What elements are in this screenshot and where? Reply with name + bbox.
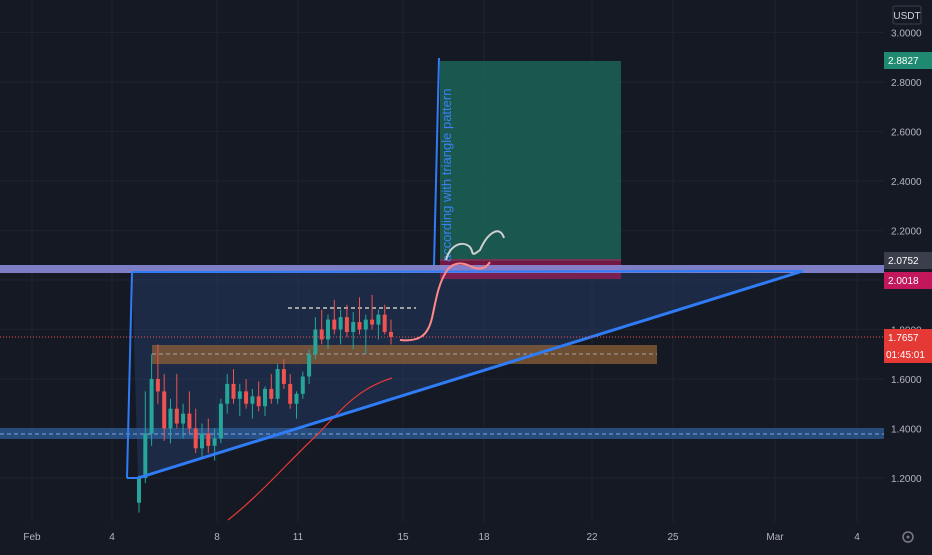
- candle-body: [326, 319, 330, 340]
- target-price-badge: [884, 52, 932, 69]
- level-lower-badge: [884, 272, 932, 289]
- triangle-left-line[interactable]: [126, 271, 133, 479]
- candle-body: [162, 391, 167, 429]
- resistance-band[interactable]: [0, 265, 884, 273]
- x-tick-label: 8: [214, 532, 220, 543]
- candle-body: [237, 391, 242, 399]
- candle-body: [307, 354, 312, 377]
- candle-body: [319, 329, 324, 340]
- projection-squiggle: [445, 230, 505, 261]
- candle-body: [338, 317, 343, 330]
- settings-icon[interactable]: [902, 531, 914, 543]
- y-tick-label: 2.6000: [891, 128, 922, 139]
- currency-label: USDT: [893, 11, 920, 22]
- time-axis[interactable]: [0, 522, 884, 550]
- candle-body: [200, 433, 204, 449]
- moving-average-line: [227, 377, 393, 521]
- triangle-top-line[interactable]: [131, 270, 804, 273]
- candle-body: [244, 391, 249, 404]
- candle-body: [389, 331, 393, 337]
- candle-body: [376, 314, 381, 325]
- candle-body: [187, 413, 192, 429]
- last-price-label: 1.7657: [888, 333, 919, 344]
- candle-body: [225, 383, 230, 404]
- y-tick-label: 3.0000: [891, 29, 922, 40]
- candle-body: [300, 376, 305, 394]
- x-tick-label: 4: [854, 532, 860, 543]
- y-tick-label: 1.2000: [891, 474, 922, 485]
- candle-body: [174, 408, 179, 424]
- x-tick-label: 22: [586, 532, 598, 543]
- x-tick-label: 25: [667, 532, 679, 543]
- x-tick-label: 4: [109, 532, 115, 543]
- candle-body: [155, 379, 160, 392]
- candle-body: [181, 413, 186, 424]
- candles: [137, 294, 393, 513]
- candle-body: [294, 393, 299, 404]
- x-tick-label: 15: [397, 532, 409, 543]
- candle-body: [212, 438, 217, 446]
- ascending-trendline[interactable]: [137, 269, 804, 480]
- candle-body: [250, 396, 255, 404]
- x-tick-label: Mar: [766, 532, 784, 543]
- y-tick-label: 1.4000: [891, 425, 922, 436]
- target-price-label: 2.8827: [888, 56, 919, 67]
- candle-body: [218, 403, 223, 439]
- candle-body: [256, 396, 261, 407]
- candle-body: [193, 428, 198, 449]
- candle-body: [143, 433, 148, 478]
- candle-body: [275, 369, 280, 399]
- target-zone[interactable]: [440, 61, 621, 261]
- pattern-annotation: according with triangle pattern: [439, 89, 454, 262]
- candle-body: [168, 408, 173, 429]
- candle-body: [231, 383, 236, 399]
- candle-body: [281, 369, 286, 384]
- candle-body: [263, 388, 267, 407]
- y-tick-label: 2.8000: [891, 78, 922, 89]
- candle-body: [370, 319, 375, 325]
- candle-body: [313, 329, 318, 355]
- candle-body: [357, 322, 362, 330]
- candle-body: [206, 433, 211, 446]
- currency-box[interactable]: [892, 5, 922, 25]
- x-tick-label: Feb: [23, 532, 41, 543]
- x-tick-label: 11: [293, 532, 304, 543]
- level-upper-label: 2.0752: [888, 256, 919, 267]
- candle-body: [149, 379, 154, 434]
- x-tick-label: 18: [478, 532, 490, 543]
- candle-body: [363, 319, 368, 330]
- candle-body: [351, 322, 356, 332]
- y-tick-label: 1.6000: [891, 375, 922, 386]
- candle-body: [288, 383, 293, 404]
- candle-body: [382, 314, 387, 332]
- countdown-label: 01:45:01: [886, 350, 925, 361]
- projection-vertical-line[interactable]: [433, 57, 440, 266]
- candle-body: [137, 478, 141, 503]
- candle-body: [344, 317, 349, 332]
- x-axis-ticks: Feb 4 8 11 15 18 22 25 Mar 4: [23, 532, 860, 543]
- level-lower-label: 2.0018: [888, 276, 919, 287]
- candle-body: [269, 388, 274, 399]
- last-price-badge: [884, 329, 932, 363]
- projection-path: [399, 261, 491, 342]
- candle-body: [332, 319, 337, 330]
- y-tick-label: 2.4000: [891, 177, 922, 188]
- level-upper-badge: [884, 252, 932, 269]
- y-tick-label: 2.2000: [891, 227, 922, 238]
